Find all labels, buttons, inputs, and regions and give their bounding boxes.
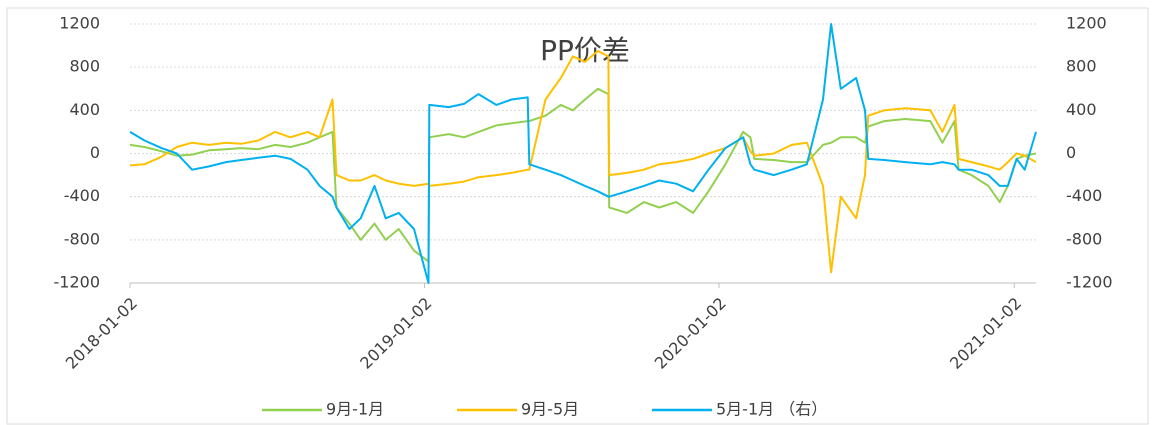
series-line: [129, 50, 1037, 274]
y-tick-label: 400: [69, 100, 100, 119]
y-tick-label: -800: [64, 229, 100, 248]
y2-tick-label: -400: [1066, 186, 1102, 205]
series-line: [129, 87, 1037, 263]
y-tick-label: 1200: [59, 14, 100, 33]
legend-label: 9月-5月: [521, 400, 579, 419]
y2-tick-label: 800: [1066, 57, 1097, 76]
y2-tick-label: 0: [1066, 143, 1076, 162]
y2-tick-label: -1200: [1066, 273, 1113, 292]
y2-tick-label: 400: [1066, 100, 1097, 119]
x-tick-label: 2018-01-02: [62, 294, 141, 373]
legend-label: 5月-1月 （右）: [716, 400, 827, 419]
series-line: [129, 23, 1037, 284]
legend-label: 9月-1月: [326, 400, 384, 419]
y2-tick-label: -800: [1066, 229, 1102, 248]
x-tick-label: 2020-01-02: [651, 294, 730, 373]
chart-border: [6, 7, 1149, 425]
x-tick-label: 2021-01-02: [946, 294, 1025, 373]
y-tick-label: 0: [90, 143, 100, 162]
y2-tick-label: 1200: [1066, 14, 1107, 33]
y-tick-label: -1200: [54, 273, 101, 292]
y-tick-label: -400: [64, 186, 100, 205]
x-tick-label: 2019-01-02: [356, 294, 435, 373]
y-tick-label: 800: [69, 57, 100, 76]
